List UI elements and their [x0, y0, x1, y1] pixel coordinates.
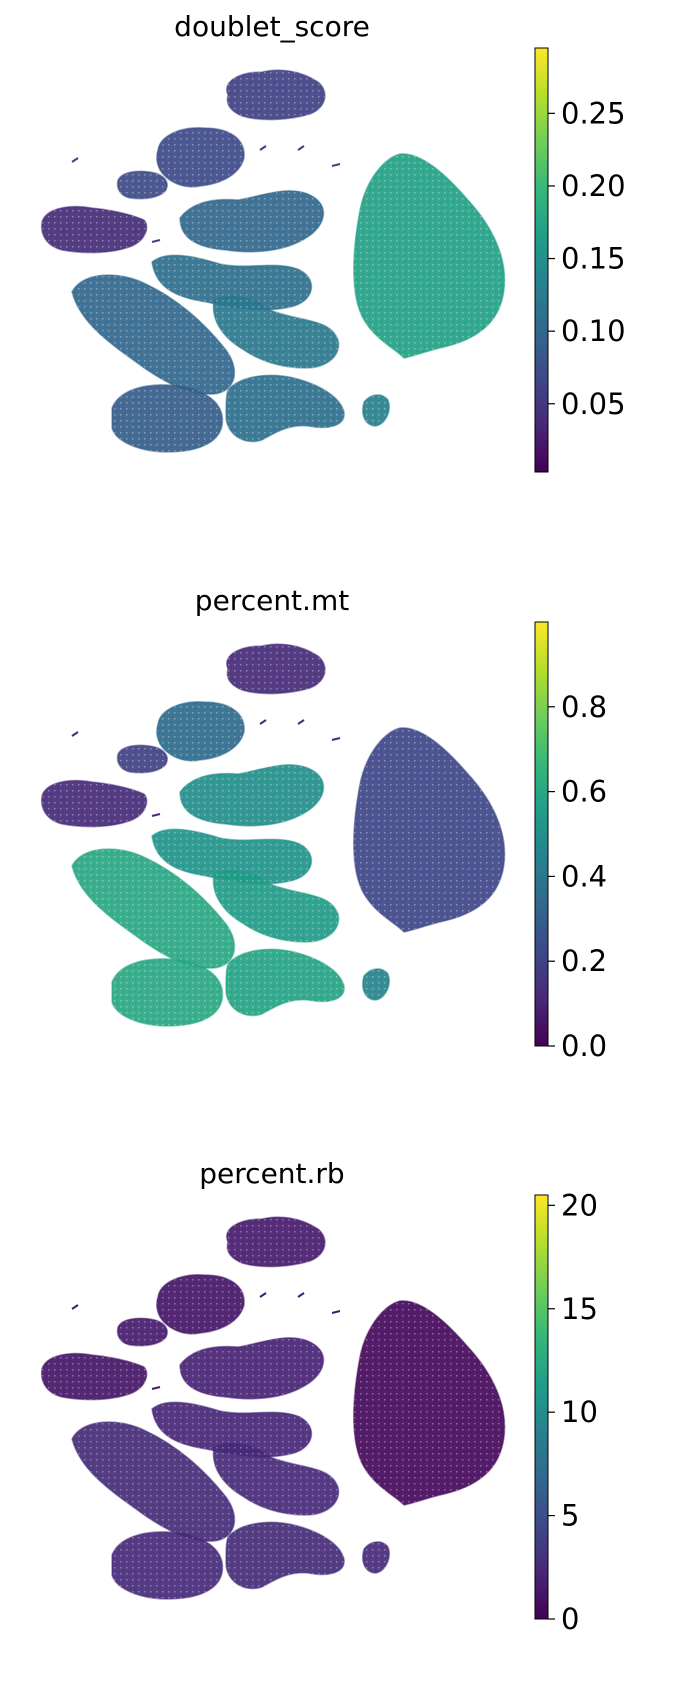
umap-panel-doublet-score: doublet_score 0.05 0.10 0.15 0.20 0.25: [0, 0, 693, 560]
colorbar-tick-label: 10: [561, 1395, 598, 1429]
cluster-texture-right-big-cluster: [353, 1300, 505, 1505]
colorbar-tick-label: 0.8: [561, 690, 607, 724]
stray-fragment: [297, 145, 305, 151]
colorbar-tick-label: 0.05: [561, 387, 626, 421]
colorbar-tick-label: 20: [561, 1188, 598, 1222]
colorbar-tick-label: 0.20: [561, 169, 626, 203]
stray-fragment: [331, 163, 341, 167]
cluster-texture-bottom-center-cluster: [226, 1522, 345, 1589]
cluster-texture-long-left-cluster: [72, 1421, 235, 1542]
cluster-texture-right-big-cluster: [353, 727, 505, 932]
chart-title: percent.mt: [195, 584, 349, 617]
colorbar-tick-label: 0.2: [561, 944, 607, 978]
umap-panel-percent-mt: percent.mt 0.0 0.2 0.4 0.6 0.8: [0, 574, 693, 1134]
chart-title: doublet_score: [174, 10, 370, 43]
cluster-texture-long-left-cluster: [72, 274, 235, 395]
umap-chart: percent.mt 0.0 0.2 0.4 0.6 0.8: [40, 584, 607, 1063]
umap-points: [40, 643, 506, 1027]
stray-fragment: [297, 1292, 305, 1298]
stray-fragment: [259, 1292, 267, 1298]
colorbar: [534, 1194, 549, 1620]
cluster-texture-far-left-cluster: [41, 1353, 147, 1400]
colorbar-tick-label: 0.0: [561, 1029, 607, 1063]
cluster-texture-upper-left-cluster: [156, 701, 245, 761]
cluster-texture-bottom-center-cluster: [226, 949, 345, 1016]
cluster-texture-top-cluster: [226, 1217, 325, 1267]
colorbar-tick-label: 0.25: [561, 96, 626, 130]
stray-fragment: [151, 1386, 161, 1390]
colorbar-tick-label: 0.10: [561, 314, 626, 348]
stray-fragment: [331, 737, 341, 741]
cluster-texture-center-cluster: [152, 829, 312, 884]
cluster-texture-top-cluster: [226, 644, 325, 694]
stray-fragment: [71, 1304, 79, 1310]
stray-fragment: [151, 813, 161, 817]
cluster-texture-far-left-cluster: [41, 780, 147, 827]
cluster-texture-right-big-cluster: [353, 153, 505, 358]
cluster-texture-bottom-center-cluster: [226, 375, 345, 442]
cluster-texture-small-left-cluster: [117, 1318, 168, 1346]
stray-fragment: [151, 239, 161, 243]
cluster-texture-center-cluster: [152, 255, 312, 310]
colorbar: [534, 621, 549, 1047]
stray-fragment: [331, 1310, 341, 1314]
cluster-texture-bottom-left-cluster: [112, 958, 223, 1026]
cluster-texture-small-left-cluster: [117, 745, 168, 773]
stray-fragment: [259, 145, 267, 151]
colorbar: [534, 47, 549, 473]
cluster-texture-upper-left-cluster: [156, 1274, 245, 1334]
umap-points: [40, 1216, 506, 1600]
cluster-texture-small-satellites: [362, 968, 390, 1000]
cluster-texture-center-upper-cluster: [180, 1337, 324, 1399]
cluster-texture-center-lower-cluster: [213, 1443, 339, 1515]
colorbar-tick-label: 0.15: [561, 242, 626, 276]
cluster-texture-center-lower-cluster: [213, 296, 339, 368]
stray-fragment: [297, 719, 305, 725]
cluster-texture-far-left-cluster: [41, 206, 147, 253]
cluster-texture-long-left-cluster: [72, 848, 235, 969]
colorbar-tick-label: 0: [561, 1602, 579, 1636]
umap-panel-percent-rb: percent.rb 0 5 10 15 20: [0, 1147, 693, 1707]
cluster-texture-small-satellites: [362, 394, 390, 426]
cluster-texture-center-upper-cluster: [180, 190, 324, 252]
cluster-texture-center-cluster: [152, 1402, 312, 1457]
cluster-texture-top-cluster: [226, 70, 325, 120]
stray-fragment: [71, 157, 79, 163]
cluster-texture-small-left-cluster: [117, 171, 168, 199]
cluster-texture-bottom-left-cluster: [112, 384, 223, 452]
umap-chart: doublet_score 0.05 0.10 0.15 0.20 0.25: [40, 10, 626, 473]
umap-chart: percent.rb 0 5 10 15 20: [40, 1157, 598, 1636]
cluster-texture-small-satellites: [362, 1541, 390, 1573]
chart-title: percent.rb: [199, 1157, 344, 1190]
colorbar-tick-label: 15: [561, 1292, 598, 1326]
cluster-texture-upper-left-cluster: [156, 127, 245, 187]
umap-points: [40, 69, 506, 453]
cluster-texture-center-upper-cluster: [180, 764, 324, 826]
colorbar-tick-label: 5: [561, 1499, 579, 1533]
cluster-texture-bottom-left-cluster: [112, 1531, 223, 1599]
colorbar-tick-label: 0.4: [561, 859, 607, 893]
cluster-texture-center-lower-cluster: [213, 870, 339, 942]
colorbar-tick-label: 0.6: [561, 775, 607, 809]
stray-fragment: [71, 731, 79, 737]
stray-fragment: [259, 719, 267, 725]
